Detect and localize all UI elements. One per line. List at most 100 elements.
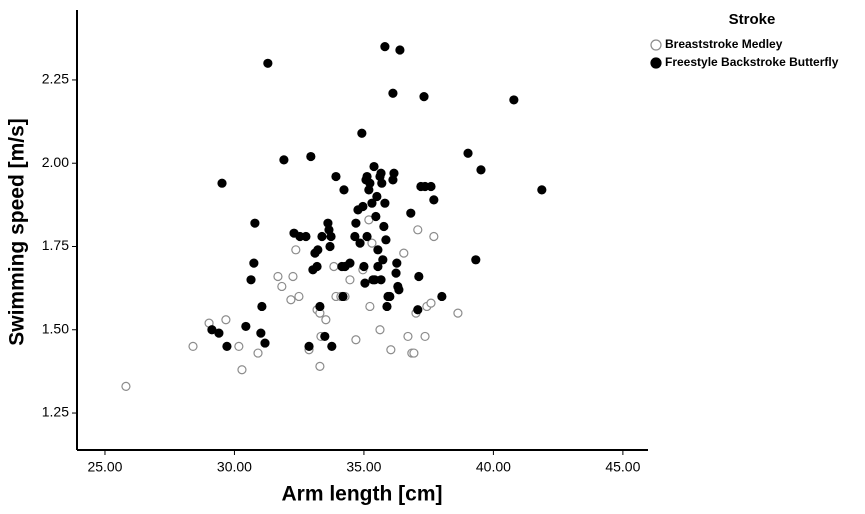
data-point [537, 185, 547, 195]
data-point [221, 315, 231, 325]
data-point [386, 345, 396, 355]
data-point [379, 221, 389, 232]
data-point [351, 218, 361, 228]
data-point [373, 261, 383, 272]
data-point [217, 178, 227, 188]
data-point [326, 231, 336, 242]
data-point [301, 231, 311, 242]
data-point [121, 381, 131, 391]
data-point [358, 201, 368, 212]
data-point [288, 271, 298, 282]
y-axis-title: Swimming speed [m/s] [6, 118, 29, 346]
data-point [250, 218, 260, 228]
data-point [222, 341, 232, 352]
data-point [241, 321, 251, 332]
legend-label: Freestyle Backstroke Butterfly [665, 55, 839, 69]
y-tick-label: 1.50 [42, 320, 69, 336]
data-point [317, 231, 327, 242]
data-point [339, 185, 349, 195]
data-point [389, 168, 399, 178]
x-tick-label: 45.00 [605, 459, 640, 475]
data-point [329, 261, 339, 272]
data-point [413, 305, 423, 315]
data-point [453, 308, 463, 318]
data-point [345, 275, 355, 285]
x-tick-label: 25.00 [87, 459, 122, 475]
data-point [476, 165, 486, 175]
data-point [286, 295, 296, 305]
x-tick-label: 40.00 [476, 459, 511, 475]
data-point [345, 258, 355, 268]
data-point [357, 128, 367, 138]
data-point [369, 161, 379, 172]
data-point [388, 88, 398, 98]
data-point [306, 151, 316, 162]
y-tick-label: 1.25 [42, 404, 69, 420]
data-point [263, 58, 273, 68]
data-point [257, 301, 267, 312]
data-point [260, 338, 270, 348]
data-point [256, 328, 266, 338]
data-point [420, 331, 430, 342]
data-point [367, 198, 377, 208]
x-tick-label: 35.00 [346, 459, 381, 475]
data-point [373, 245, 383, 255]
data-point [409, 348, 419, 358]
data-point [277, 281, 287, 292]
data-point [331, 171, 341, 182]
data-point [253, 348, 263, 358]
x-axis-title: Arm length [cm] [281, 483, 442, 506]
data-point [437, 291, 447, 302]
data-point [350, 231, 360, 242]
data-point [365, 178, 375, 188]
data-point [419, 92, 429, 102]
data-point [376, 275, 386, 285]
data-point [279, 155, 289, 165]
data-point [351, 335, 361, 345]
data-point [375, 325, 385, 335]
data-point [380, 42, 390, 52]
data-point [403, 331, 413, 342]
data-point [338, 291, 348, 302]
data-point [360, 278, 370, 288]
data-point [382, 301, 392, 312]
data-point [214, 328, 224, 338]
data-point [372, 191, 382, 202]
data-point [376, 168, 386, 178]
data-point [355, 238, 365, 248]
data-point [392, 258, 402, 268]
legend-label: Breaststroke Medley [665, 37, 783, 51]
data-point [463, 148, 473, 158]
data-point [188, 341, 198, 352]
data-point [320, 331, 330, 342]
data-point [291, 245, 301, 255]
data-point [426, 298, 436, 308]
data-point [294, 291, 304, 302]
data-point [394, 285, 404, 295]
data-point [471, 255, 481, 265]
data-point [246, 275, 256, 285]
data-point [234, 341, 244, 352]
data-point [312, 261, 322, 272]
data-point [429, 231, 439, 242]
data-point [304, 341, 314, 352]
legend-title: Stroke [729, 11, 776, 28]
x-tick-label: 30.00 [217, 459, 252, 475]
y-tick-label: 2.25 [42, 71, 69, 87]
data-point [413, 225, 423, 235]
data-point [313, 245, 323, 255]
data-point [385, 291, 395, 302]
data-point [325, 241, 335, 252]
data-point [362, 231, 372, 242]
data-point [237, 365, 247, 375]
data-point [378, 255, 388, 265]
data-point [429, 195, 439, 205]
data-point [359, 261, 369, 272]
legend-marker [650, 39, 662, 51]
data-point [371, 211, 381, 222]
data-point [380, 198, 390, 208]
data-point [367, 238, 377, 248]
legend-marker [650, 57, 662, 69]
y-tick-label: 2.00 [42, 154, 69, 170]
